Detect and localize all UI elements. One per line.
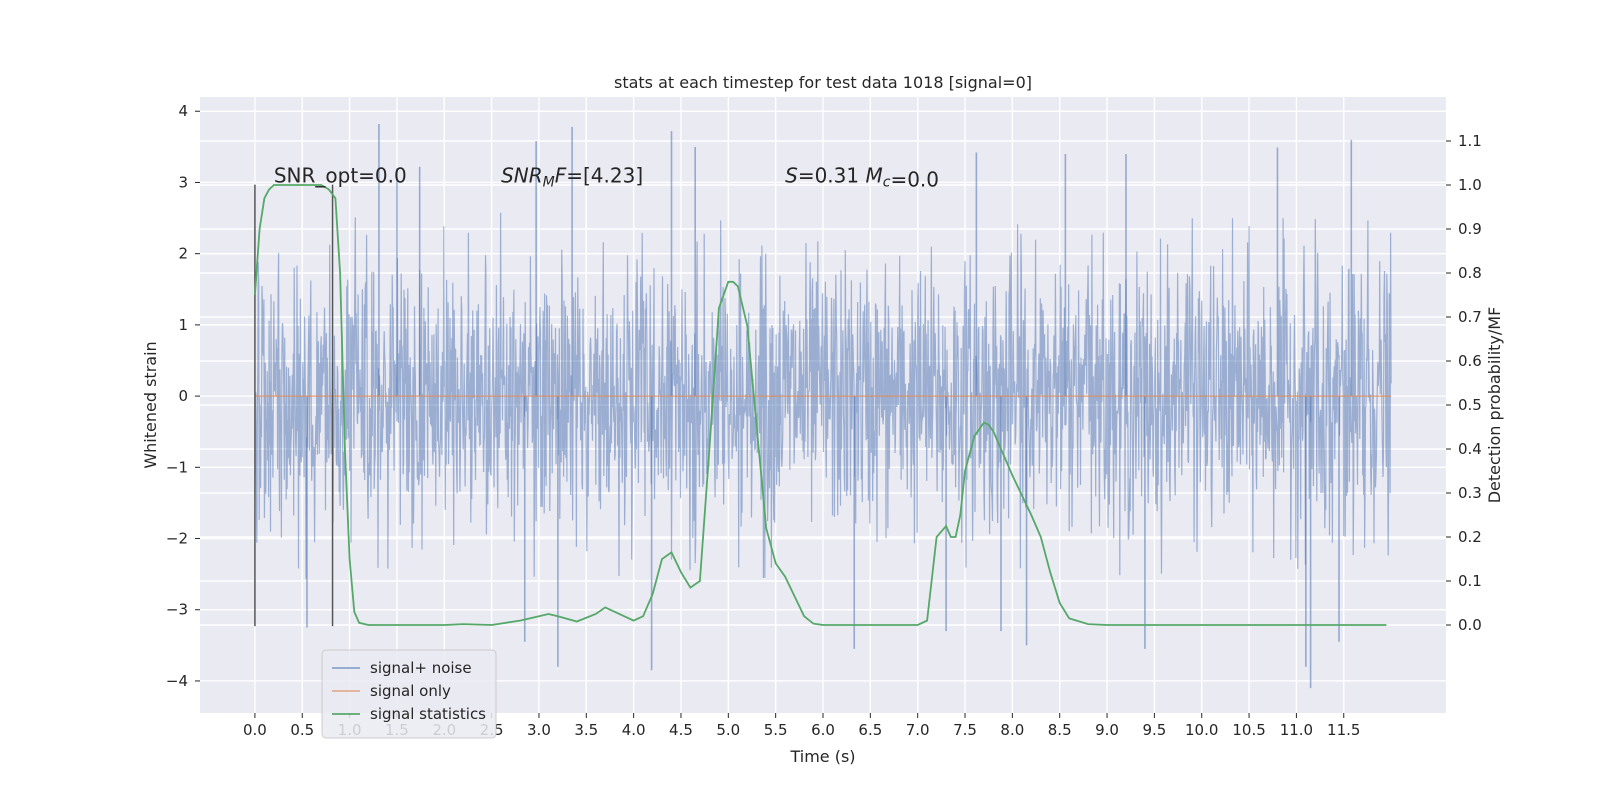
y-tick-label-4: 0 xyxy=(178,387,188,405)
x-tick-label-8: 4.0 xyxy=(622,721,646,739)
x-tick-label-14: 7.0 xyxy=(906,721,930,739)
y-right-tick-label-4: 0.4 xyxy=(1458,440,1482,458)
legend-box xyxy=(321,649,497,739)
y-tick-label-5: 1 xyxy=(178,316,188,334)
x-tick-label-11: 5.5 xyxy=(764,721,788,739)
y-tick-label-0: −4 xyxy=(166,672,188,690)
legend-label-2: signal statistics xyxy=(370,705,486,723)
chart-title: stats at each timestep for test data 101… xyxy=(614,73,1032,92)
annotations: SNR_opt=0.0 SNRMF=[4.23] S=0.31 Mc=0.0 xyxy=(274,163,939,191)
x-tick-label-17: 8.5 xyxy=(1048,721,1072,739)
x-tick-label-18: 9.0 xyxy=(1095,721,1119,739)
x-tick-label-20: 10.0 xyxy=(1185,721,1218,739)
annotation-2: S=0.31 Mc=0.0 xyxy=(785,163,939,191)
y-tick-label-7: 3 xyxy=(178,173,188,191)
y-tick-label-1: −3 xyxy=(166,601,188,619)
legend-label-1: signal only xyxy=(370,682,451,700)
y-right-tick-label-1: 0.1 xyxy=(1458,572,1482,590)
x-tick-label-22: 11.0 xyxy=(1280,721,1313,739)
x-tick-label-15: 7.5 xyxy=(953,721,977,739)
signal-statistics-line xyxy=(254,184,1387,626)
signal-noise-line xyxy=(254,212,1392,579)
series-signal-noise xyxy=(254,124,1392,689)
x-tick-label-16: 8.0 xyxy=(1000,721,1024,739)
x-tick-label-10: 5.0 xyxy=(716,721,740,739)
vertical-markers xyxy=(254,184,334,627)
x-tick-label-21: 10.5 xyxy=(1232,721,1265,739)
x-axis-label: Time (s) xyxy=(789,747,855,766)
x-tick-label-1: 0.5 xyxy=(290,721,314,739)
y-right-tick-label-2: 0.2 xyxy=(1458,528,1482,546)
y-right-tick-label-5: 0.5 xyxy=(1458,396,1482,414)
y-axis-right: 0.0 0.1 0.2 0.3 0.4 0.5 0.6 0.7 0.8 0.9 1.0 1.1 xyxy=(1446,132,1482,634)
annotation-0: SNR_opt=0.0 xyxy=(274,163,407,187)
y-right-tick-label-0: 0.0 xyxy=(1458,616,1482,634)
x-tick-label-0: 0.0 xyxy=(243,721,267,739)
x-axis: 0.00.51.01.52.02.53.03.54.04.55.05.56.06… xyxy=(243,713,1360,739)
y-right-tick-label-3: 0.3 xyxy=(1458,484,1482,502)
y-tick-label-6: 2 xyxy=(178,245,188,263)
series-signal-statistics xyxy=(254,184,1387,626)
y-right-tick-label-6: 0.6 xyxy=(1458,352,1482,370)
x-tick-label-13: 6.5 xyxy=(858,721,882,739)
x-tick-label-23: 11.5 xyxy=(1327,721,1360,739)
x-tick-label-12: 6.0 xyxy=(811,721,835,739)
y-axis-left: −4 −3 −2 −1 0 1 2 3 4 xyxy=(166,102,200,690)
x-tick-label-19: 9.5 xyxy=(1142,721,1166,739)
y-right-tick-label-8: 0.8 xyxy=(1458,264,1482,282)
y-tick-label-8: 4 xyxy=(178,102,188,120)
y-right-tick-label-10: 1.0 xyxy=(1458,176,1482,194)
y-axis-label: Whitened strain xyxy=(141,341,160,468)
y-right-tick-label-11: 1.1 xyxy=(1458,132,1482,150)
x-tick-label-6: 3.0 xyxy=(527,721,551,739)
y-right-tick-label-9: 0.9 xyxy=(1458,220,1482,238)
x-tick-label-7: 3.5 xyxy=(574,721,598,739)
legend-label-0: signal+ noise xyxy=(370,659,472,677)
y-axis-right-label: Detection probability/MF xyxy=(1485,307,1504,504)
legend: signal+ noise signal only signal statistic… xyxy=(321,649,497,739)
y-tick-label-2: −2 xyxy=(166,530,188,548)
x-tick-label-9: 4.5 xyxy=(669,721,693,739)
y-right-tick-label-7: 0.7 xyxy=(1458,308,1482,326)
annotation-1: SNRMF=[4.23] xyxy=(501,163,643,190)
y-tick-label-3: −1 xyxy=(166,458,188,476)
